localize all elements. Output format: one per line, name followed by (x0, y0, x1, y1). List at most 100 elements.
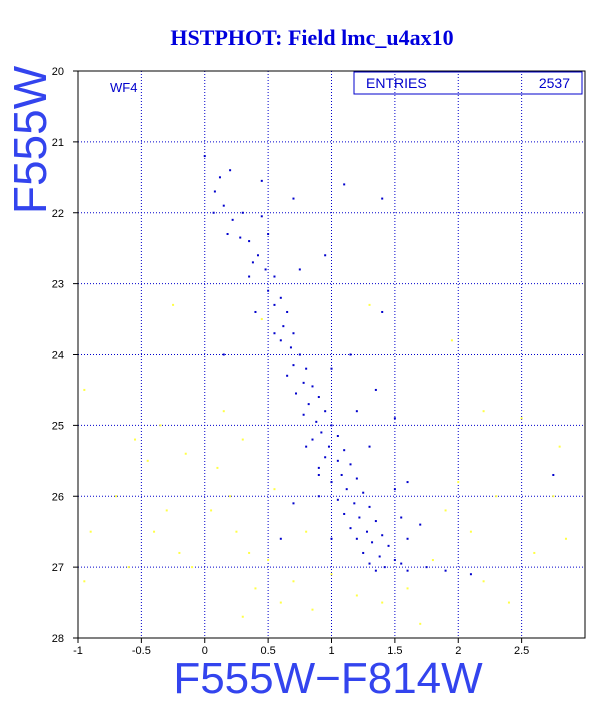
point (431, 559, 434, 562)
point (302, 413, 305, 416)
x-tick-label: 1 (328, 645, 334, 657)
point (362, 551, 365, 554)
point (286, 310, 289, 313)
point (371, 541, 374, 544)
point (355, 477, 358, 480)
point (450, 339, 453, 342)
point (355, 594, 358, 597)
x-tick-label: 0.5 (260, 645, 275, 657)
point (368, 505, 371, 508)
point (444, 569, 447, 572)
point (260, 215, 263, 218)
point (406, 569, 409, 572)
x-tick-label: 0 (202, 645, 208, 657)
point (260, 318, 263, 321)
point (330, 481, 333, 484)
point (343, 449, 346, 452)
plot-frame (77, 70, 586, 639)
x-tick-label: -0.5 (132, 645, 151, 657)
point (419, 523, 422, 526)
point (469, 573, 472, 576)
point (330, 537, 333, 540)
point (320, 431, 323, 434)
x-tick-label: -1 (73, 645, 83, 657)
x-tick-label: 1.5 (387, 645, 402, 657)
point (381, 310, 384, 313)
point (239, 236, 242, 239)
point (212, 211, 215, 214)
point (482, 580, 485, 583)
point (210, 509, 213, 512)
point (146, 459, 149, 462)
point (273, 332, 276, 335)
point (305, 530, 308, 533)
point (229, 169, 232, 172)
point (264, 268, 267, 271)
point (172, 303, 175, 306)
point (273, 275, 276, 278)
stats-value: 2537 (539, 75, 570, 91)
point (241, 438, 244, 441)
point (336, 498, 339, 501)
y-tick-label: 22 (52, 208, 64, 220)
point (279, 537, 282, 540)
point (381, 534, 384, 537)
point (159, 424, 162, 427)
point (345, 488, 348, 491)
point (295, 392, 298, 395)
point (552, 495, 555, 498)
x-tick-label: 2.5 (514, 645, 529, 657)
point (279, 339, 282, 342)
point (393, 559, 396, 562)
y-tick-label: 23 (52, 279, 64, 291)
point (289, 346, 292, 349)
point (393, 488, 396, 491)
point (231, 218, 234, 221)
point (381, 197, 384, 200)
point (216, 466, 219, 469)
point (324, 456, 327, 459)
point (292, 580, 295, 583)
point (425, 566, 428, 569)
point (365, 530, 368, 533)
point (292, 332, 295, 335)
point (267, 233, 270, 236)
point (226, 233, 229, 236)
y-tick-label: 24 (52, 350, 64, 362)
point (317, 466, 320, 469)
point (368, 303, 371, 306)
point (307, 403, 310, 406)
point (317, 473, 320, 476)
point (222, 410, 225, 413)
stats-box (353, 71, 583, 95)
point (340, 473, 343, 476)
point (336, 435, 339, 438)
point (305, 367, 308, 370)
point (302, 381, 305, 384)
point (362, 491, 365, 494)
point (330, 367, 333, 370)
point (406, 481, 409, 484)
point (564, 537, 567, 540)
point (558, 445, 561, 448)
point (374, 569, 377, 572)
point (400, 516, 403, 519)
point (241, 211, 244, 214)
point (248, 275, 251, 278)
point (349, 463, 352, 466)
point (260, 179, 263, 182)
point (83, 580, 86, 583)
point (292, 197, 295, 200)
stats-label: ENTRIES (366, 75, 427, 91)
chart-title: HSTPHOT: Field lmc_u4ax10 (170, 25, 453, 50)
point (279, 296, 282, 299)
point (368, 562, 371, 565)
y-tick-label: 28 (52, 633, 64, 645)
point (349, 527, 352, 530)
point (241, 615, 244, 618)
point (229, 495, 232, 498)
point (218, 176, 221, 179)
point (419, 622, 422, 625)
point (374, 520, 377, 523)
